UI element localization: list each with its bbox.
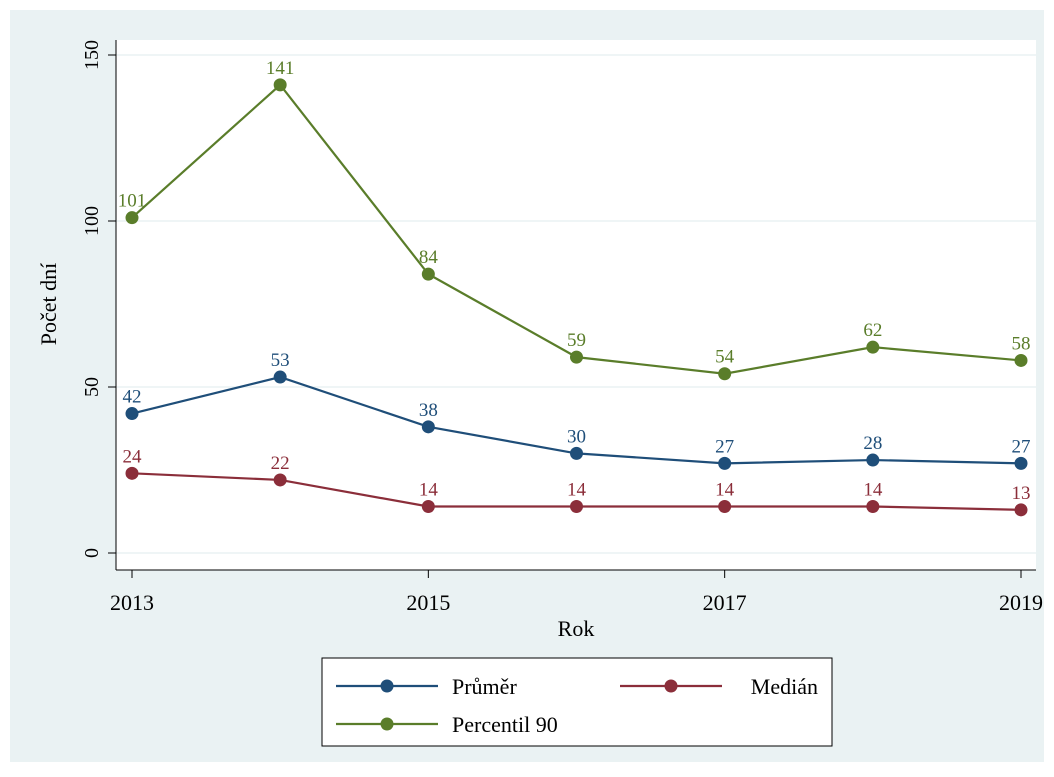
- legend-marker: [380, 717, 394, 731]
- data-point: [1014, 353, 1028, 367]
- y-tick-label: 150: [81, 40, 103, 70]
- data-label: 14: [863, 480, 883, 501]
- data-label: 30: [567, 426, 586, 447]
- legend-label: Medián: [751, 674, 818, 699]
- data-point: [866, 340, 880, 354]
- data-point: [1014, 456, 1028, 470]
- axes-layer: 0 50 100 150 2013 2015 2017 2019: [81, 40, 1043, 615]
- data-label: 27: [1012, 436, 1031, 457]
- legend: Průměr Medián Percentil 90: [321, 657, 833, 747]
- data-point: [421, 420, 435, 434]
- data-point: [421, 500, 435, 514]
- data-label: 53: [271, 350, 290, 371]
- data-point: [718, 367, 732, 381]
- data-label: 42: [123, 387, 142, 408]
- data-label: 24: [123, 446, 143, 467]
- y-tick-label: 100: [81, 206, 103, 236]
- data-point: [273, 473, 287, 487]
- legend-marker: [380, 679, 394, 693]
- data-point: [570, 446, 583, 460]
- data-point: [125, 407, 139, 421]
- y-tick-label: 0: [81, 548, 103, 558]
- legend-label: Percentil 90: [452, 712, 558, 737]
- data-label: 101: [118, 191, 147, 212]
- data-point: [125, 466, 139, 480]
- x-tick-label: 2019: [999, 590, 1043, 615]
- x-tick-label: 2017: [703, 590, 747, 615]
- legend-box: [321, 657, 833, 747]
- series-3: 101 141 84 59 54 62 58: [118, 58, 1031, 381]
- data-point: [718, 456, 732, 470]
- data-label: 13: [1012, 483, 1031, 504]
- data-point: [273, 370, 287, 384]
- data-point: [273, 78, 287, 92]
- series-layer: 42 53 38 30 27 28 27 24 22 14 14 14 14 13 101 141 84 59 54…: [118, 58, 1031, 517]
- data-point: [866, 453, 880, 467]
- legend-label: Průměr: [452, 674, 517, 699]
- x-tick-label: 2013: [110, 590, 154, 615]
- data-label: 22: [271, 453, 290, 474]
- series-2: 24 22 14 14 14 14 13: [123, 446, 1031, 517]
- data-point: [1014, 503, 1028, 517]
- data-point: [125, 211, 139, 225]
- data-label: 14: [567, 480, 587, 501]
- data-label: 14: [419, 480, 439, 501]
- data-label: 28: [863, 433, 882, 454]
- grid-layer: [116, 54, 1036, 554]
- legend-item: Průměr: [336, 674, 517, 699]
- data-label: 59: [567, 330, 586, 351]
- x-axis-title: Rok: [558, 616, 595, 641]
- data-point: [570, 500, 583, 514]
- legend-item: Percentil 90: [336, 712, 558, 737]
- data-label: 54: [715, 347, 735, 368]
- data-label: 38: [419, 400, 438, 421]
- data-point: [421, 267, 435, 281]
- data-label: 84: [419, 247, 439, 268]
- plot-area: [116, 40, 1036, 570]
- data-label: 62: [863, 320, 882, 341]
- data-label: 58: [1012, 333, 1031, 354]
- legend-item: Medián: [620, 674, 818, 699]
- series-1: 42 53 38 30 27 28 27: [123, 350, 1031, 470]
- data-point: [570, 350, 583, 364]
- data-label: 27: [715, 436, 734, 457]
- y-tick-label: 50: [81, 377, 103, 397]
- legend-marker: [664, 679, 678, 693]
- data-label: 141: [266, 58, 295, 79]
- data-label: 14: [715, 480, 735, 501]
- x-tick-label: 2015: [406, 590, 450, 615]
- data-point: [866, 500, 880, 514]
- data-point: [718, 500, 732, 514]
- y-axis-title: Počet dní: [36, 263, 61, 346]
